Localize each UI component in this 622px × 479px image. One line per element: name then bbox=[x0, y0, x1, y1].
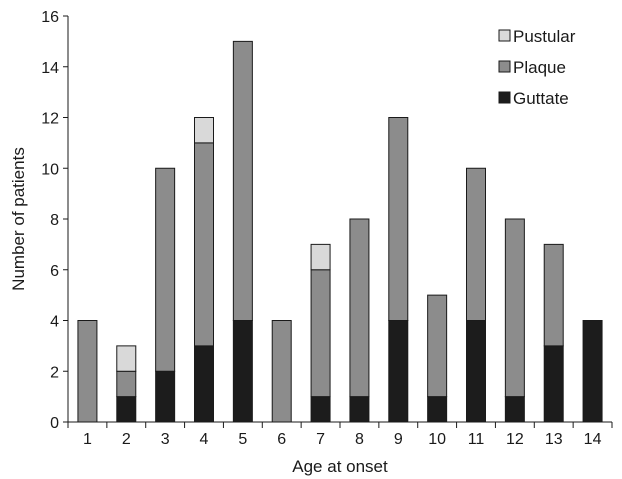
bar-segment-plaque bbox=[349, 218, 370, 398]
legend-label-plaque: Plaque bbox=[513, 58, 566, 77]
bar-segment-plaque bbox=[310, 269, 331, 398]
bar-segment-plaque bbox=[155, 167, 176, 372]
bar-segment-plaque bbox=[194, 142, 214, 347]
x-tick-label: 6 bbox=[277, 431, 286, 448]
bar-segment-guttate bbox=[543, 345, 564, 423]
bar-segment-guttate bbox=[232, 320, 253, 423]
x-axis-title: Age at onset bbox=[292, 457, 388, 476]
legend-swatch-plaque bbox=[498, 60, 511, 73]
x-tick-label: 8 bbox=[355, 431, 364, 448]
bar-segment-guttate bbox=[310, 396, 331, 423]
bar-segment-guttate bbox=[388, 320, 409, 423]
bar-segment-plaque bbox=[427, 294, 448, 398]
y-tick-label: 16 bbox=[41, 9, 59, 26]
legend-swatch-pustular bbox=[498, 29, 511, 42]
bar-segment-guttate bbox=[116, 396, 137, 423]
legend-label-pustular: Pustular bbox=[513, 27, 576, 46]
x-tick-label: 9 bbox=[394, 431, 403, 448]
y-tick-label: 10 bbox=[41, 161, 59, 178]
y-tick-label: 0 bbox=[50, 415, 59, 432]
y-tick-label: 2 bbox=[50, 364, 59, 381]
y-ticks-group: 0 2 4 6 8 10 12 14 16 bbox=[41, 9, 68, 432]
x-tick-label: 10 bbox=[428, 431, 446, 448]
bar-segment-plaque bbox=[466, 167, 486, 321]
x-ticks-group: 1 2 3 4 5 6 7 8 9 10 11 12 13 14 bbox=[67, 422, 613, 448]
bar-segment-guttate bbox=[194, 345, 214, 423]
legend: Pustular Plaque Guttate bbox=[498, 27, 576, 108]
y-tick-label: 12 bbox=[41, 111, 59, 128]
bar-segment-guttate bbox=[427, 396, 448, 423]
legend-label-guttate: Guttate bbox=[513, 89, 569, 108]
y-tick-label: 8 bbox=[50, 212, 59, 229]
bar-segment-pustular bbox=[194, 117, 214, 144]
x-tick-label: 3 bbox=[161, 431, 170, 448]
y-tick-label: 4 bbox=[50, 314, 59, 331]
bar-segment-pustular bbox=[310, 243, 331, 271]
bar-segment-guttate bbox=[466, 320, 486, 423]
bars-group bbox=[77, 40, 603, 423]
bar-segment-guttate bbox=[155, 370, 176, 423]
x-tick-label: 13 bbox=[545, 431, 563, 448]
y-axis-title: Number of patients bbox=[9, 147, 28, 291]
x-tick-label: 14 bbox=[584, 431, 602, 448]
legend-swatch-guttate bbox=[498, 91, 511, 104]
x-tick-label: 1 bbox=[83, 431, 92, 448]
x-tick-label: 5 bbox=[238, 431, 247, 448]
bar-segment-plaque bbox=[504, 218, 525, 398]
y-tick-label: 6 bbox=[50, 263, 59, 280]
x-tick-label: 4 bbox=[200, 431, 209, 448]
x-tick-label: 12 bbox=[506, 431, 524, 448]
bar-segment-plaque bbox=[232, 40, 253, 321]
bar-segment-pustular bbox=[116, 345, 137, 372]
bar-segment-guttate bbox=[582, 320, 603, 423]
bar-segment-guttate bbox=[504, 396, 525, 423]
x-tick-label: 7 bbox=[316, 431, 325, 448]
bar-segment-plaque bbox=[388, 117, 409, 321]
bar-segment-guttate bbox=[349, 396, 370, 423]
x-tick-label: 2 bbox=[122, 431, 131, 448]
bar-segment-plaque bbox=[543, 243, 564, 347]
y-tick-label: 14 bbox=[41, 60, 59, 77]
bar-segment-plaque bbox=[116, 370, 137, 398]
bar-segment-plaque bbox=[77, 320, 98, 423]
bar-segment-plaque bbox=[271, 320, 292, 423]
x-tick-label: 11 bbox=[468, 431, 485, 448]
